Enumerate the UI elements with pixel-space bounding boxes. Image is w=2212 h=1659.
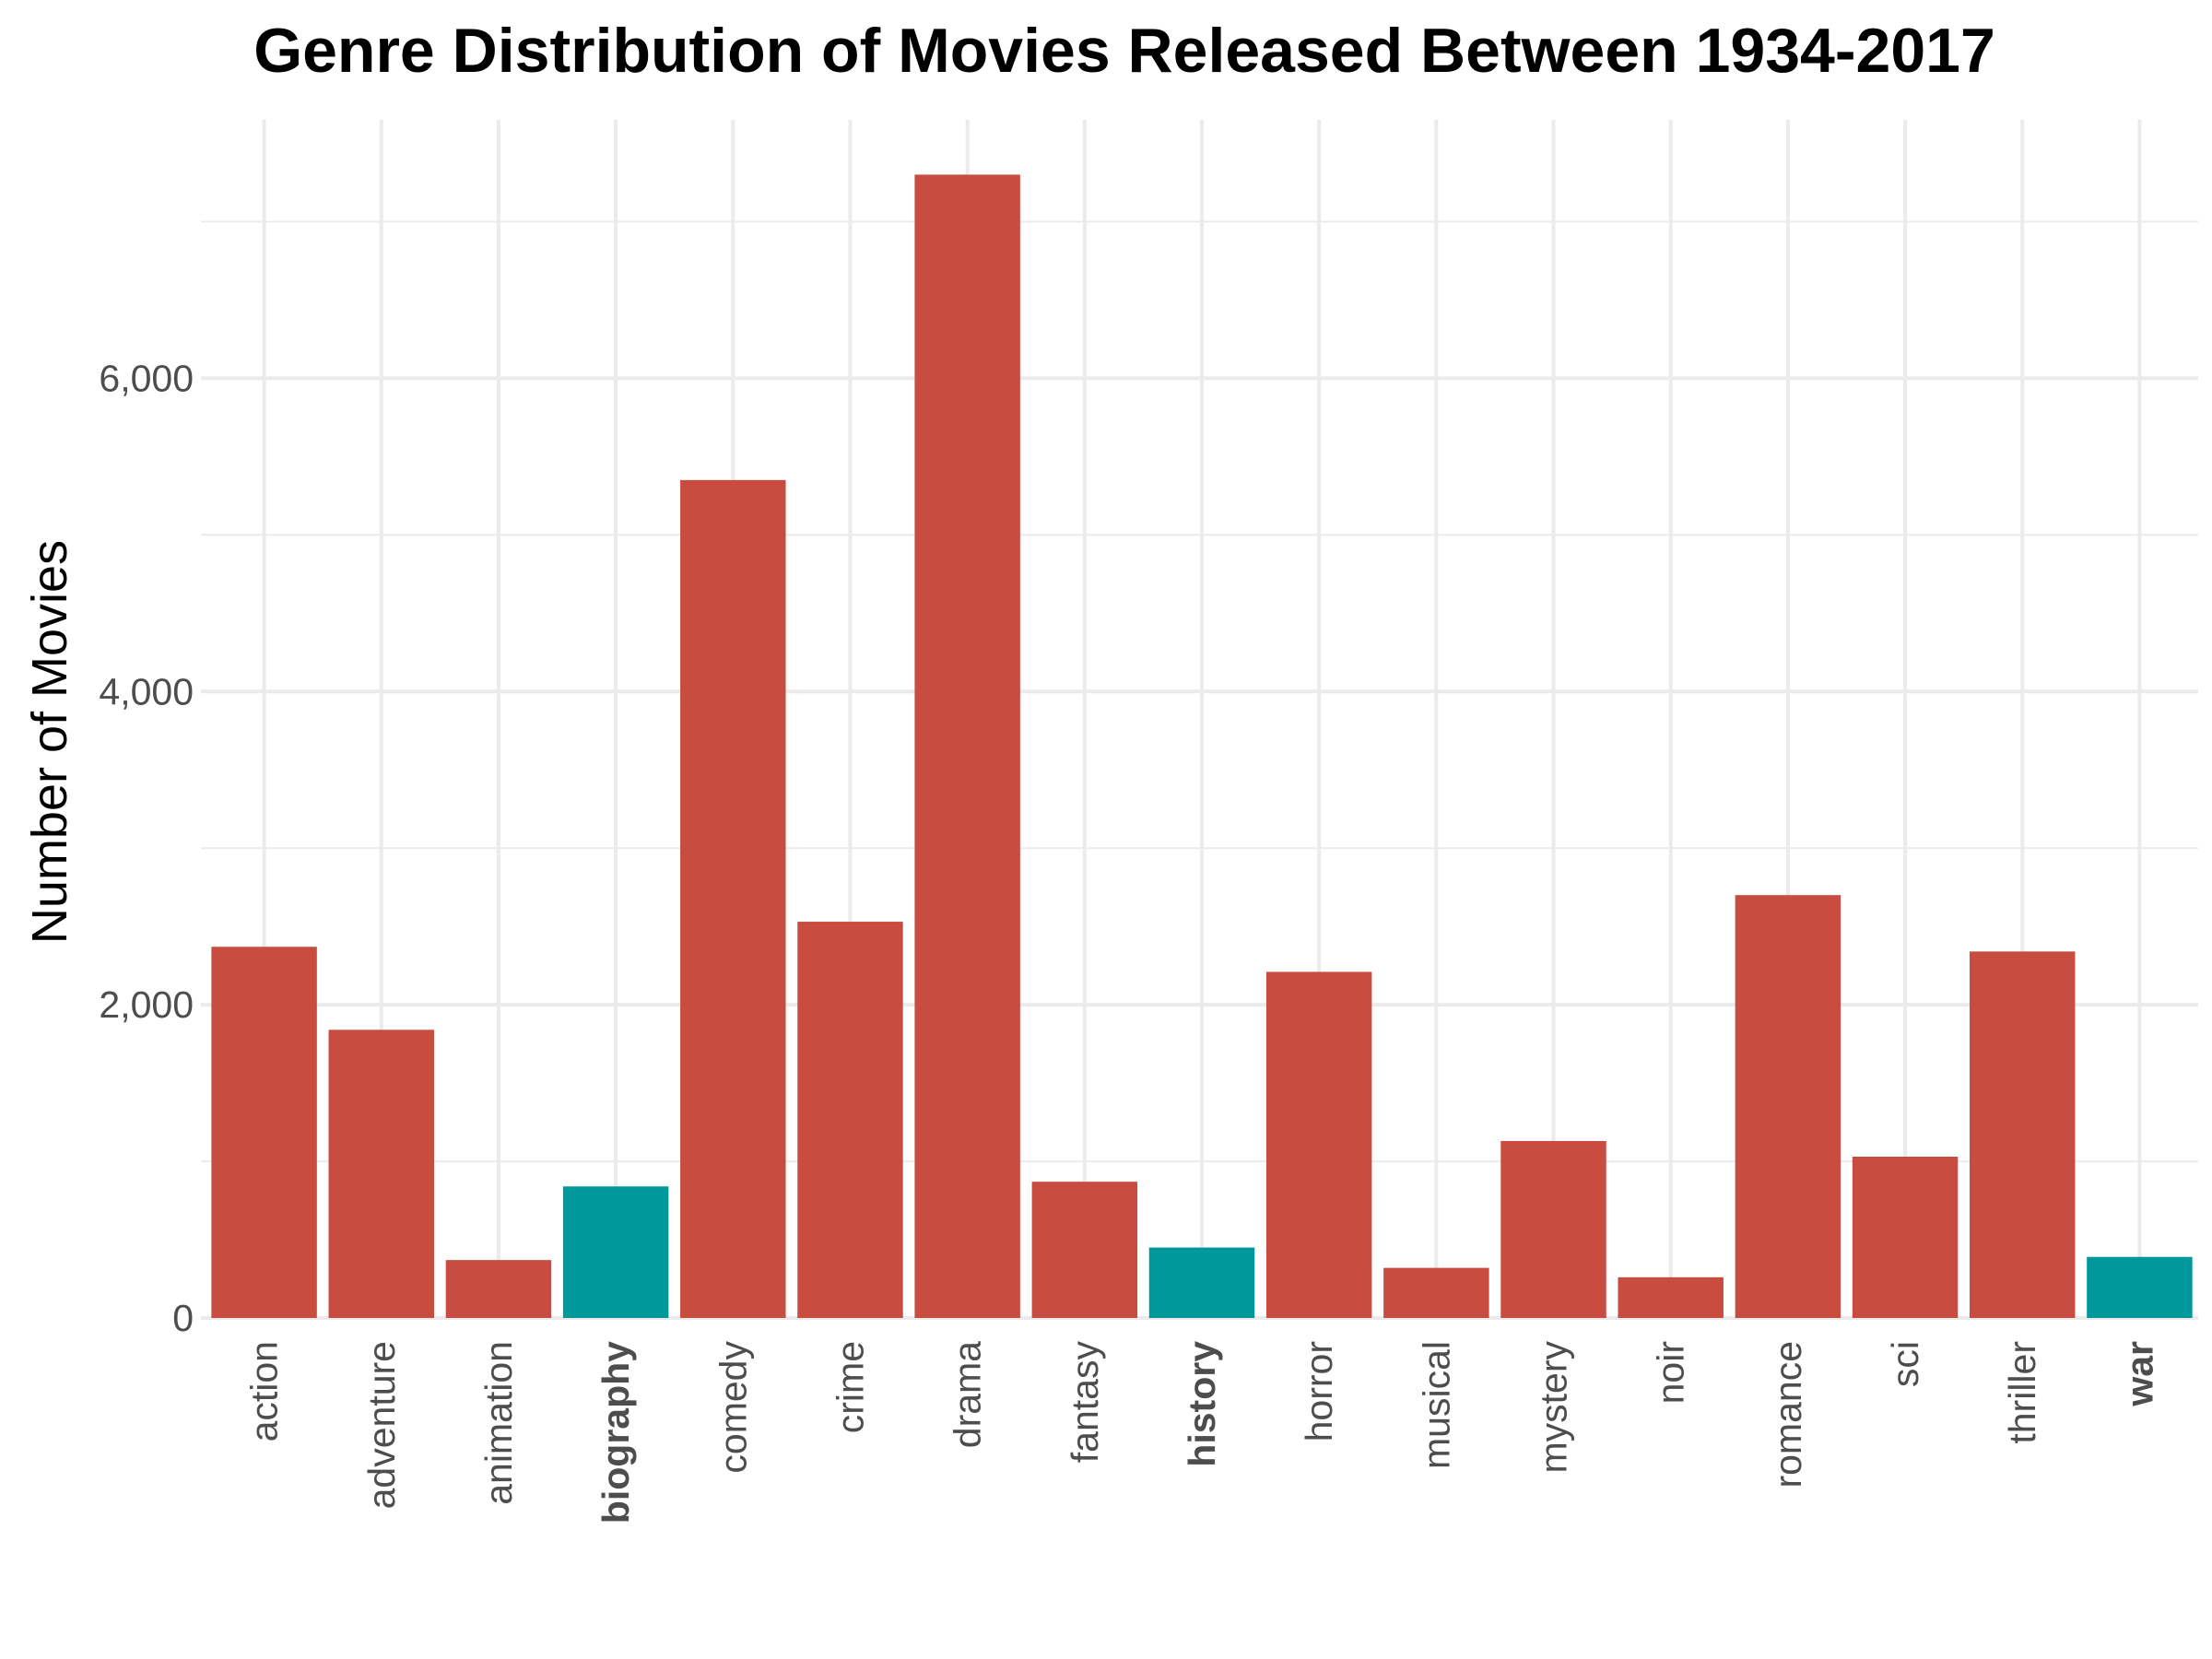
bar-comedy	[680, 480, 785, 1318]
x-tick-label-biography: biography	[594, 1341, 637, 1524]
x-tick-label-comedy: comedy	[712, 1341, 754, 1474]
x-tick-label-history: history	[1181, 1341, 1223, 1467]
x-tick-label-musical: musical	[1415, 1341, 1457, 1469]
x-tick-label-animation: animation	[477, 1341, 520, 1505]
y-tick-label: 2,000	[99, 983, 194, 1026]
x-tick-label-adventure: adventure	[360, 1341, 403, 1509]
x-tick-label-thriller: thriller	[2001, 1341, 2043, 1444]
bar-animation	[446, 1260, 551, 1318]
bar-drama	[914, 174, 1019, 1318]
bar-horror	[1266, 971, 1371, 1318]
x-tick-label-horror: horror	[1298, 1341, 1340, 1441]
x-tick-label-drama: drama	[947, 1341, 989, 1448]
bar-action	[211, 947, 316, 1318]
x-tick-label-mystery: mystery	[1533, 1341, 1575, 1474]
x-tick-label-sci: sci	[1884, 1341, 1926, 1387]
bar-adventure	[329, 1030, 434, 1318]
y-tick-label: 6,000	[99, 357, 194, 399]
grid-layer	[201, 120, 2198, 1318]
y-axis-title: Number of Movies	[22, 540, 77, 944]
bar-thriller	[1970, 951, 2075, 1318]
bar-war	[2087, 1257, 2192, 1318]
bar-biography	[563, 1186, 668, 1318]
x-tick-label-crime: crime	[829, 1341, 871, 1433]
bar-sci	[1853, 1157, 1958, 1318]
bar-musical	[1383, 1268, 1488, 1318]
bar-mystery	[1500, 1141, 1606, 1318]
x-tick-label-fantasy: fantasy	[1064, 1341, 1106, 1464]
bar-noir	[1618, 1277, 1723, 1318]
bar-history	[1149, 1248, 1254, 1318]
bar-crime	[797, 922, 902, 1318]
bar-romance	[1735, 895, 1841, 1318]
bar-fantasy	[1032, 1182, 1137, 1318]
x-tick-label-war: war	[2118, 1341, 2160, 1407]
x-tick-label-action: action	[243, 1341, 286, 1441]
y-tick-label: 4,000	[99, 670, 194, 712]
x-tick-label-romance: romance	[1767, 1341, 1809, 1488]
chart-title: Genre Distribution of Movies Released Be…	[253, 16, 1995, 86]
label-layer: 0 2,000 4,000 6,000 action adventure animation…	[99, 357, 2160, 1524]
x-tick-label-noir: noir	[1650, 1341, 1692, 1404]
y-tick-label: 0	[172, 1297, 194, 1339]
